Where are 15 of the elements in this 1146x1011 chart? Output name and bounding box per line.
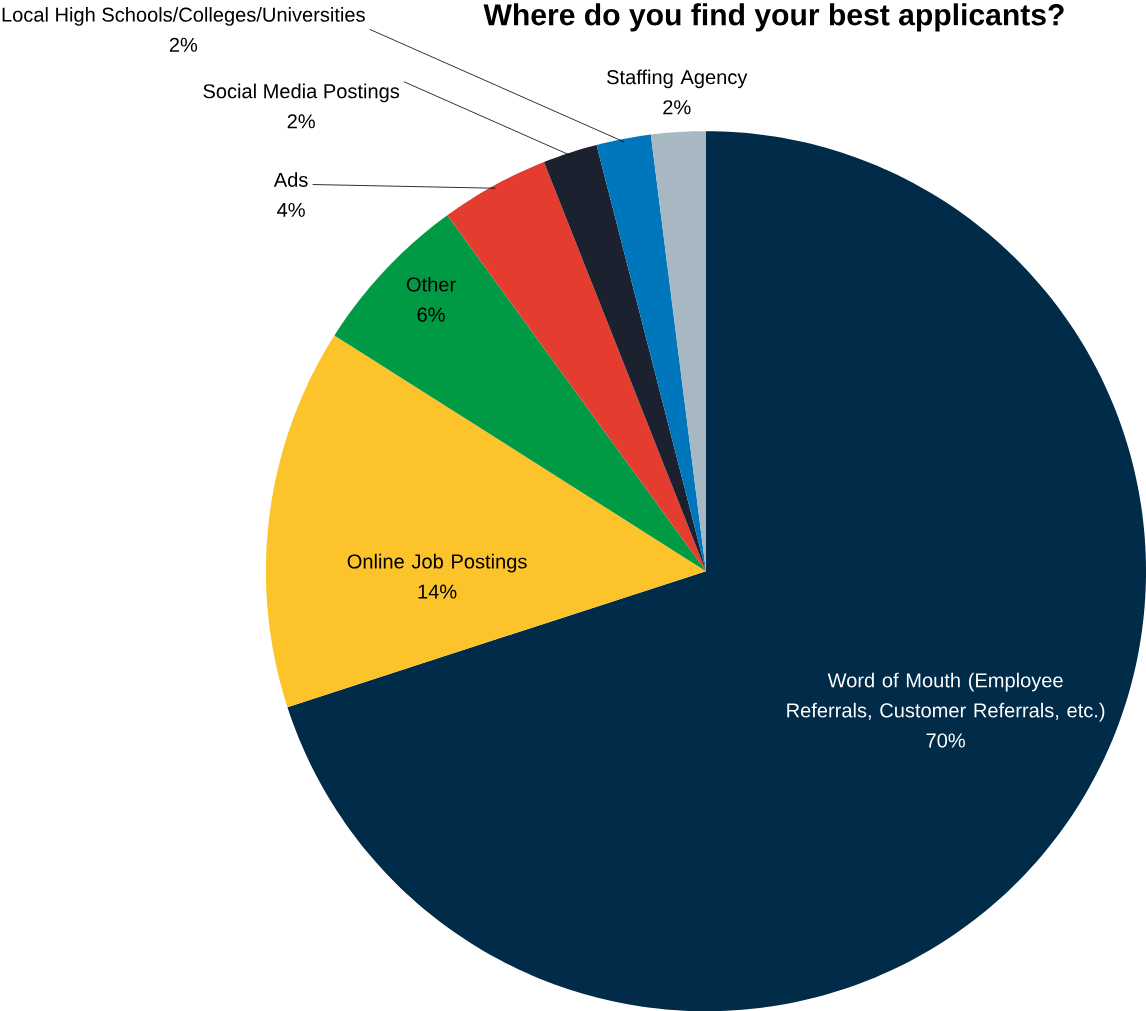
slice-label: Local High Schools/Colleges/Universities: [2, 6, 365, 26]
data-label: 2%: [169, 37, 198, 52]
slice-label: Social Media Postings: [203, 83, 400, 103]
data-label: 14%: [418, 584, 457, 599]
data-label: 4%: [277, 202, 305, 217]
data-label: 2%: [663, 100, 691, 115]
chart-title: Where do you find your best applicants?: [483, 3, 1064, 32]
slice-label: Ads: [273, 172, 308, 187]
slice-label: Word of Mouth (Employee Referrals, Customer Referrals, etc.): [787, 672, 1105, 722]
slice-label: Other: [406, 276, 456, 292]
data-label: 6%: [417, 307, 445, 322]
data-label: 70%: [926, 733, 965, 748]
slice-label: Online Job Postings: [347, 553, 527, 573]
slice-label: Staffing Agency: [607, 69, 748, 89]
data-label: 2%: [287, 114, 315, 129]
